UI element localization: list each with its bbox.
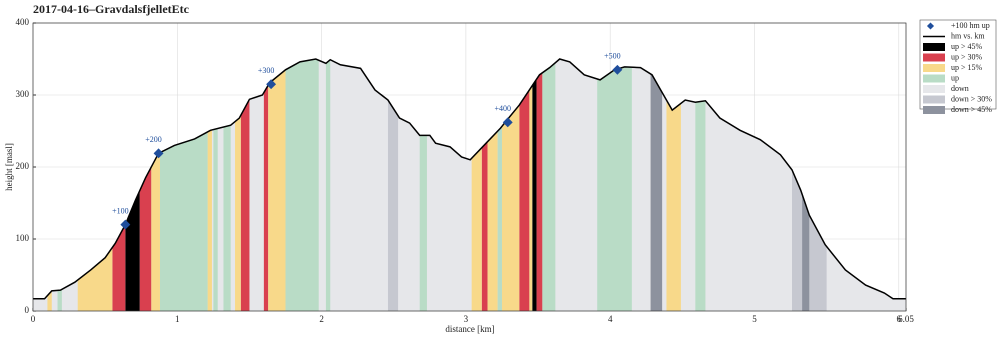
marker-label: +100 (112, 206, 129, 215)
gradient-band (497, 59, 502, 311)
y-tick-label: 300 (16, 89, 30, 99)
gradient-band (235, 59, 241, 311)
legend-label: +100 hm up (951, 21, 990, 30)
legend-swatch (923, 106, 945, 114)
x-tick-label: 1 (175, 314, 180, 324)
legend-marker (926, 22, 935, 30)
x-tick-label: 4 (608, 314, 613, 324)
legend-label: hm vs. km (951, 31, 985, 40)
marker-label: +300 (258, 66, 275, 75)
gradient-band (529, 59, 533, 311)
legend-swatch (923, 43, 945, 51)
x-tick-label: 5 (752, 314, 757, 324)
gradient-band (519, 59, 530, 311)
x-tick-label: 3 (464, 314, 469, 324)
gradient-band (139, 59, 152, 311)
gradient-band (268, 59, 286, 311)
gradient-band (536, 59, 543, 311)
x-tick-label: 0 (31, 314, 36, 324)
plot-frame (32, 22, 907, 312)
gradient-band (213, 59, 218, 311)
gradient-band (285, 59, 319, 311)
marker-label: +500 (604, 52, 621, 61)
gradient-band (325, 59, 331, 311)
gradient-band (650, 59, 663, 311)
gradient-band (240, 59, 250, 311)
gradient-band (666, 59, 681, 311)
marker-label: +400 (494, 104, 511, 113)
gradient-band (223, 59, 231, 311)
gradient-band (481, 59, 488, 311)
legend-label: up (951, 73, 959, 82)
gradient-band (387, 59, 399, 311)
y-tick-label: 200 (16, 161, 30, 171)
marker-label: +200 (145, 135, 162, 144)
legend-swatch (923, 53, 945, 62)
gradient-band (487, 59, 498, 311)
x-axis-label: distance [km] (445, 324, 494, 334)
gradient-band (151, 59, 160, 311)
legend-label: up > 30% (951, 52, 983, 61)
gradient-band (419, 59, 427, 311)
y-axis-label: height [masl] (4, 143, 14, 191)
bands (33, 59, 906, 311)
legend-label: up > 15% (951, 63, 983, 72)
gradient-band (263, 59, 269, 311)
legend-label: up > 45% (951, 42, 983, 51)
marker (612, 64, 623, 75)
gradient-band (597, 59, 632, 311)
gradient-band (159, 59, 208, 311)
gradient-band (695, 59, 706, 311)
gradient-band (471, 59, 482, 311)
gradient-band (532, 59, 537, 311)
legend-label: down > 30% (951, 94, 992, 103)
y-tick-label: 400 (16, 17, 30, 27)
x-tick-label: 6.05 (898, 314, 914, 324)
legend-label: down > 45% (951, 105, 992, 114)
x-tick-label: 2 (319, 314, 324, 324)
legend-swatch (923, 64, 945, 72)
profile-line (33, 58, 906, 300)
y-tick-label: 100 (16, 233, 30, 243)
x-tick-label: 6 (897, 314, 902, 324)
y-tick-label: 0 (25, 305, 30, 315)
gradient-band (501, 59, 520, 311)
marker (120, 219, 131, 230)
gradient-band (792, 59, 803, 311)
chart-title: 2017-04-16–GravdalsfjelletEtc (33, 2, 190, 16)
gradient-band (207, 59, 212, 311)
legend-swatch (923, 74, 945, 83)
marker (153, 148, 164, 159)
legend-swatch (923, 95, 945, 104)
gradient-band (542, 59, 556, 311)
legend-swatch (923, 85, 945, 93)
legend-label: down (951, 84, 969, 93)
